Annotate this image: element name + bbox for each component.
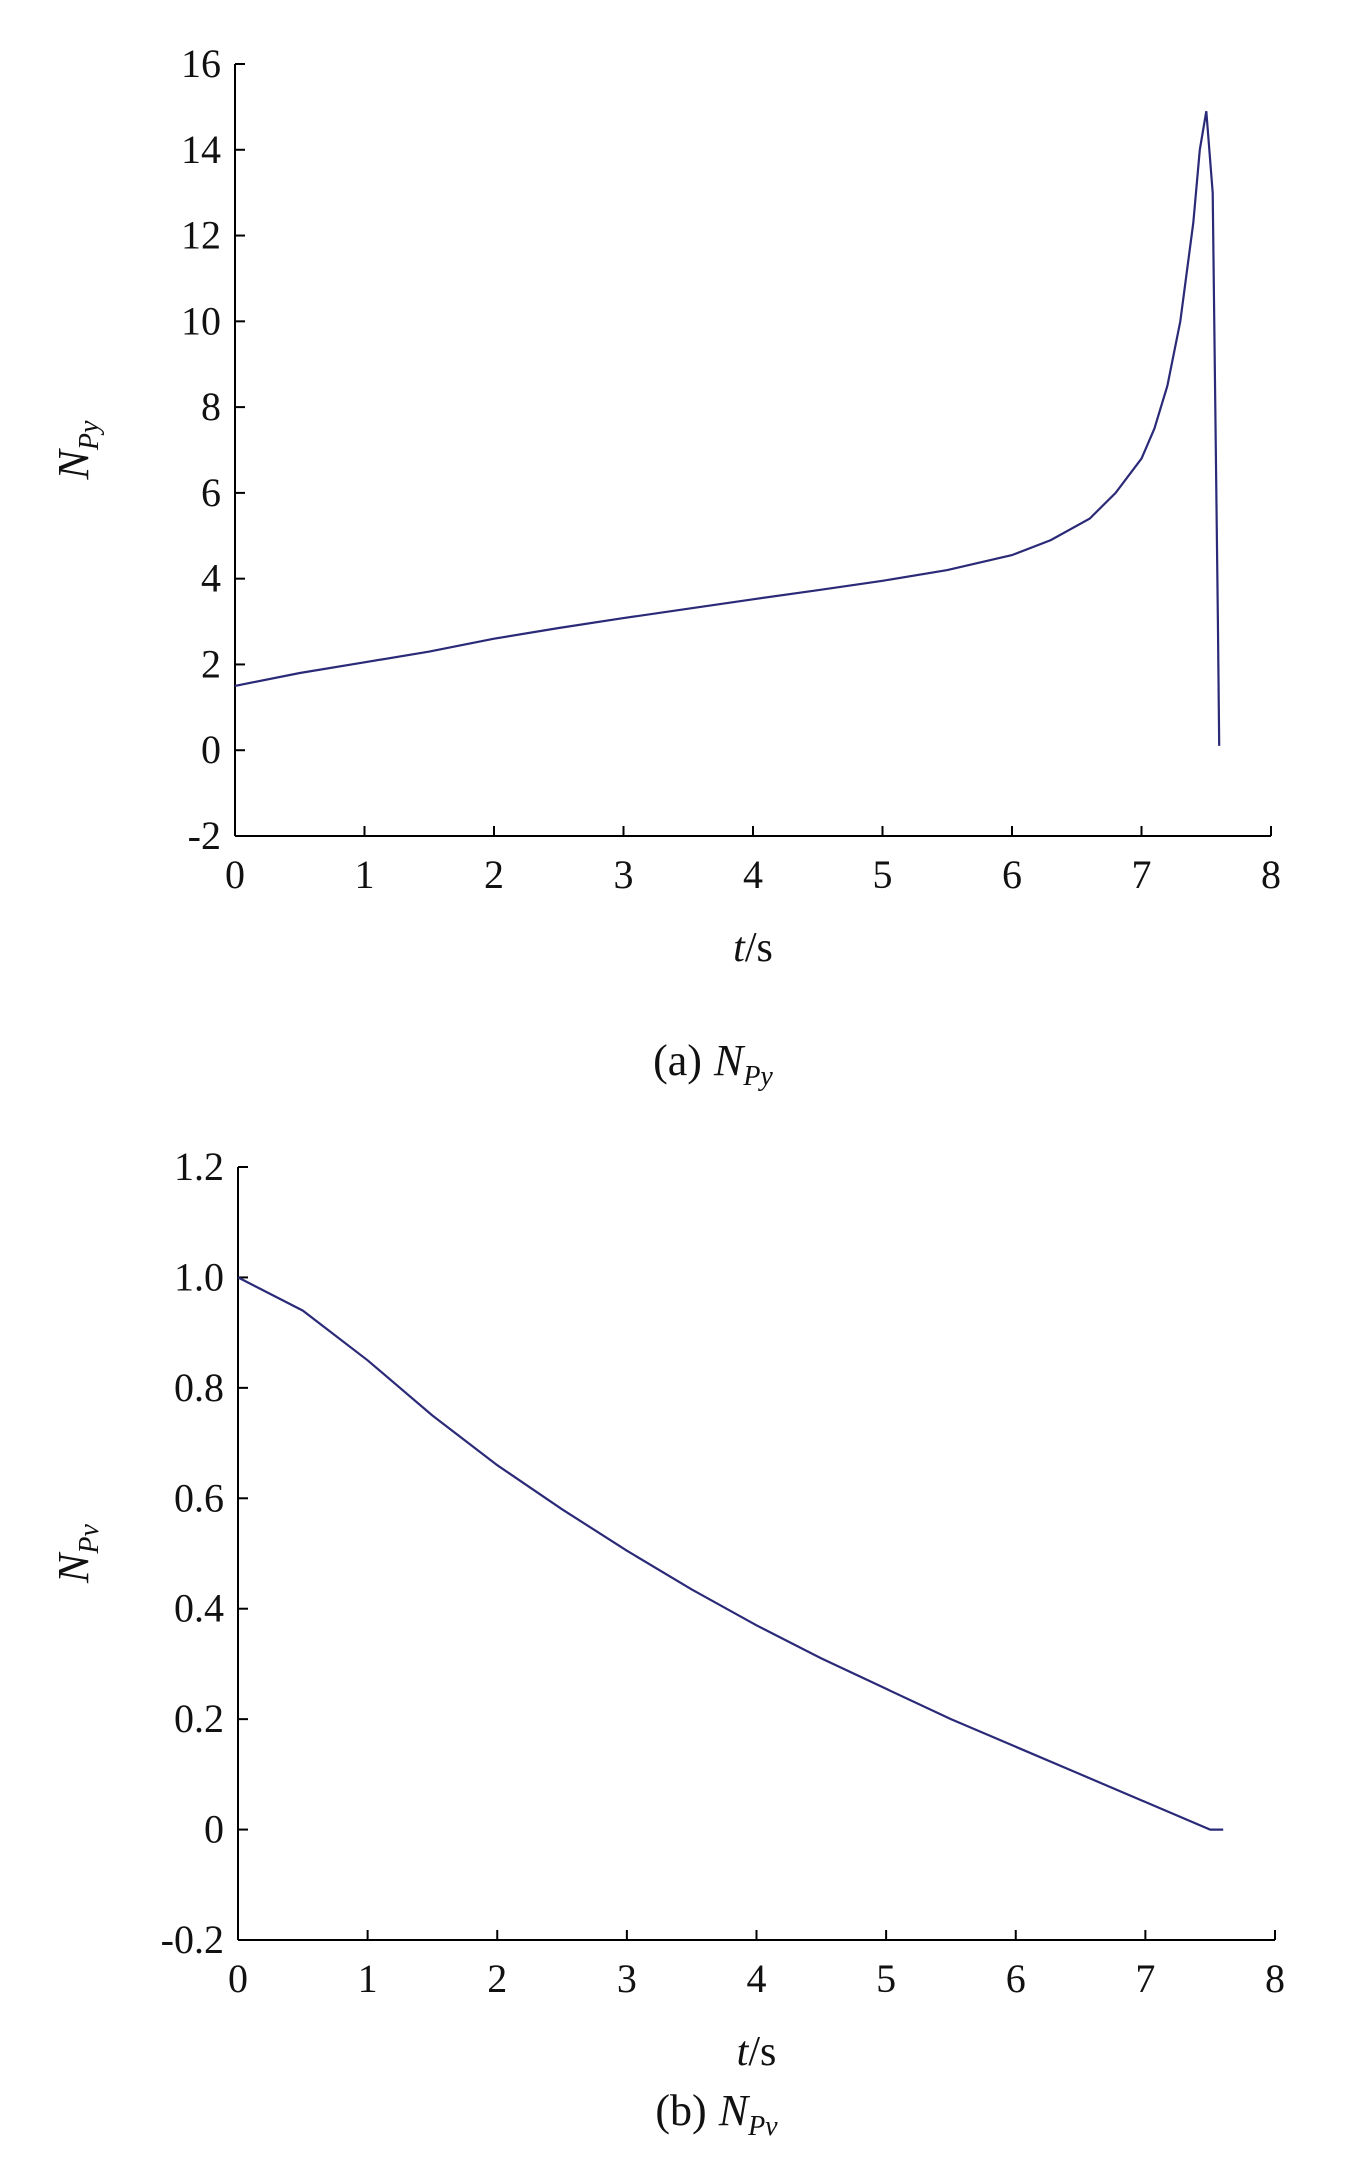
caption-prefix: (a) — [653, 1036, 702, 1085]
x-tick-label: 6 — [1002, 852, 1022, 897]
y-tick-label: 2 — [201, 641, 221, 686]
caption: (b) NPv — [655, 2086, 778, 2142]
x-tick-label: 2 — [487, 1956, 507, 2001]
x-tick-label: 1 — [358, 1956, 378, 2001]
y-tick-label: 1.2 — [174, 1144, 224, 1189]
x-tick-label: 7 — [1135, 1956, 1155, 2001]
x-axis-label: t/s — [733, 925, 773, 971]
y-tick-label: 0.2 — [174, 1696, 224, 1741]
y-tick-label: 16 — [181, 41, 221, 86]
x-tick-label: 6 — [1006, 1956, 1026, 2001]
x-tick-label: 3 — [617, 1956, 637, 2001]
y-tick-label: 0 — [201, 727, 221, 772]
x-tick-label: 0 — [228, 1956, 248, 2001]
x-tick-label: 4 — [743, 852, 763, 897]
caption-sub: Pv — [747, 2111, 778, 2142]
x-axis-label: t/s — [737, 2029, 777, 2075]
caption: (a) NPy — [653, 1036, 773, 1092]
chart: -0.200.20.40.60.81.01.20 1 2 3 4 5 6 7 8t/sNPv(b… — [49, 1144, 1285, 2142]
x-tick-label: 8 — [1265, 1956, 1285, 2001]
y-tick-label: -0.2 — [161, 1917, 224, 1962]
y-tick-label: 0 — [204, 1807, 224, 1852]
y-label-sub: Py — [74, 420, 105, 451]
y-label-sub: Pv — [74, 1523, 105, 1554]
y-tick-label: 8 — [201, 384, 221, 429]
data-line — [237, 1276, 1224, 1831]
caption-prefix: (b) — [655, 2086, 706, 2135]
x-tick-label: 5 — [876, 1956, 896, 2001]
x-tick-label: 2 — [484, 852, 504, 897]
y-tick-label: 12 — [181, 213, 221, 258]
y-tick-label: 14 — [181, 127, 221, 172]
y-tick-label: 6 — [201, 470, 221, 515]
y-label-main: N — [49, 1551, 98, 1584]
x-tick-label: 4 — [747, 1956, 767, 2001]
y-axis-label: NPv — [49, 1523, 105, 1583]
caption-main: N — [713, 1036, 746, 1085]
caption-sub: Py — [742, 1061, 773, 1092]
data-line — [234, 111, 1221, 746]
caption-main: N — [718, 2086, 751, 2135]
x-label-unit: /s — [748, 2029, 776, 2075]
y-tick-label: 1.0 — [174, 1254, 224, 1299]
x-label-var: t — [737, 2029, 750, 2075]
y-tick-label: -2 — [188, 813, 221, 858]
y-tick-label: 0.6 — [174, 1475, 224, 1520]
y-tick-label: 0.4 — [174, 1586, 224, 1631]
y-axis-label: NPy — [49, 420, 105, 480]
x-label-unit: /s — [745, 925, 773, 971]
x-tick-label: 1 — [355, 852, 375, 897]
x-tick-label: 5 — [873, 852, 893, 897]
y-tick-label: 4 — [201, 556, 221, 601]
x-tick-label: 3 — [614, 852, 634, 897]
y-tick-label: 0.8 — [174, 1365, 224, 1410]
x-label-var: t — [733, 925, 746, 971]
y-tick-label: 10 — [181, 298, 221, 343]
y-label-main: N — [49, 447, 98, 480]
x-tick-label: 7 — [1132, 852, 1152, 897]
x-tick-label: 8 — [1261, 852, 1281, 897]
x-tick-label: 0 — [225, 852, 245, 897]
